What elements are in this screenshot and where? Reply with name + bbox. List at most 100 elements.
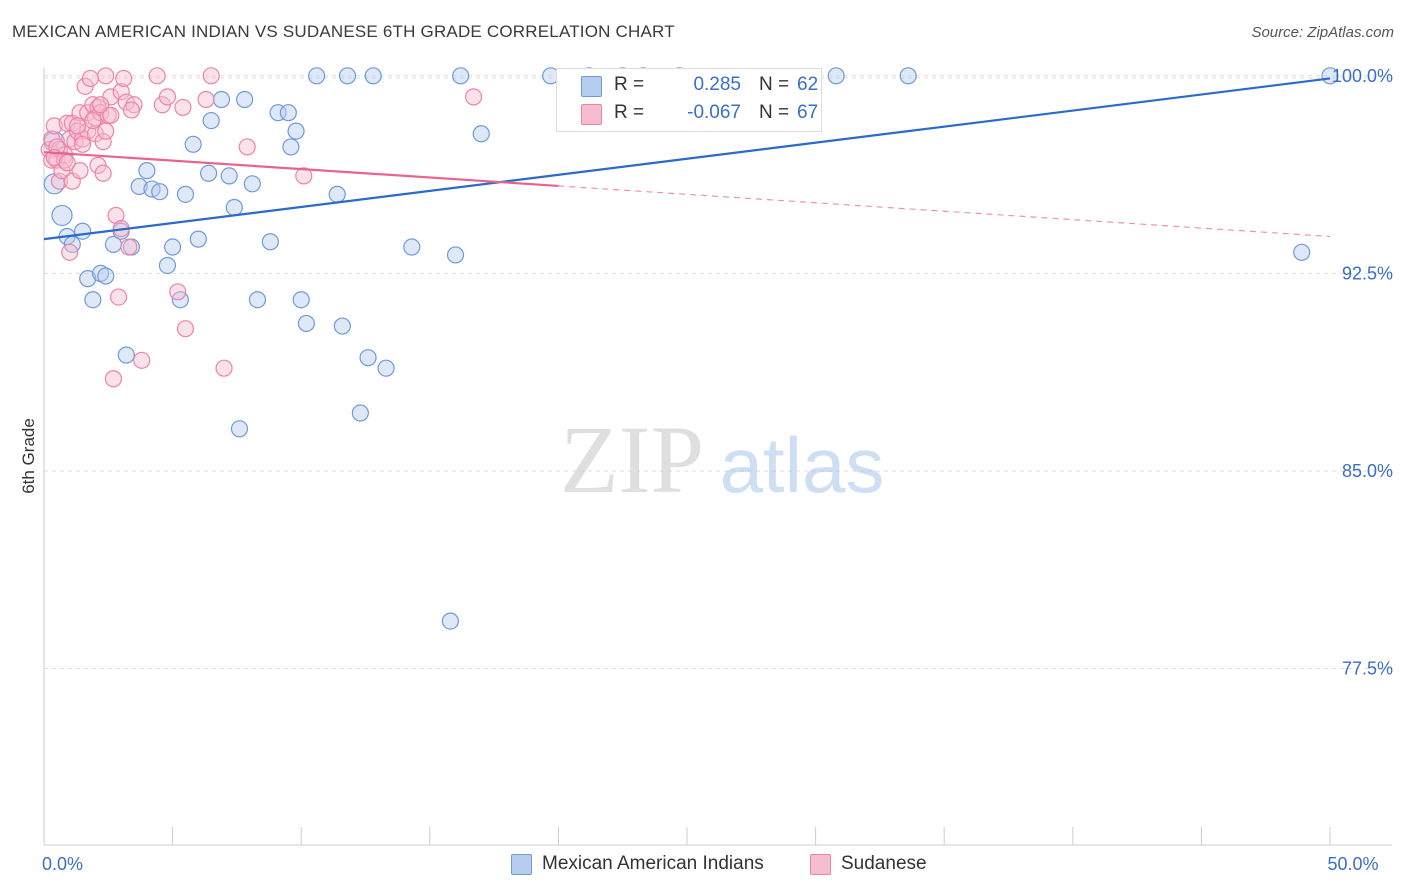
scatter-point xyxy=(176,185,195,203)
scatter-point xyxy=(282,138,300,156)
scatter-point xyxy=(94,164,112,182)
scatter-point xyxy=(73,222,92,240)
scatter-point xyxy=(333,317,351,335)
y-tick-label: 100.0% xyxy=(1332,66,1393,86)
scatter-point xyxy=(158,88,177,106)
scatter-point xyxy=(827,67,845,85)
x-tick-label: 0.0% xyxy=(42,854,83,874)
scatter-point xyxy=(472,125,490,143)
legend-swatch-pink xyxy=(581,104,602,125)
scatter-point xyxy=(279,104,297,122)
scatter-point xyxy=(115,69,133,88)
scatter-point xyxy=(120,238,138,256)
scatter-point xyxy=(351,404,369,422)
scatter-point xyxy=(225,198,243,217)
scatter-point xyxy=(377,359,395,377)
legend-n-label: N = xyxy=(759,102,790,123)
labels-layer: 100.0% 92.5% 85.0% 77.5% 0.0% 50.0% xyxy=(42,66,1393,874)
series-swatch-pink xyxy=(810,854,831,875)
legend-n-label: N = xyxy=(759,74,790,95)
scatter-point xyxy=(338,67,357,85)
scatter-point xyxy=(295,167,313,185)
trend-line-sudanese-extension xyxy=(558,185,1331,238)
scatter-point xyxy=(55,151,74,169)
points-layer xyxy=(40,67,1339,630)
series-label: Sudanese xyxy=(841,853,927,874)
axes-layer xyxy=(43,68,1392,846)
scatter-point xyxy=(292,291,310,309)
legend-swatch-blue xyxy=(581,76,602,97)
scatter-point xyxy=(109,288,128,306)
y-tick-label: 77.5% xyxy=(1342,659,1393,679)
scatter-point xyxy=(308,67,326,85)
scatter-point xyxy=(81,69,99,88)
watermark-zip: ZIP xyxy=(560,406,704,513)
scatter-point xyxy=(200,164,218,182)
scatter-point xyxy=(94,133,112,151)
scatter-point xyxy=(84,291,102,309)
scatter-point xyxy=(73,135,92,153)
scatter-point xyxy=(446,246,465,264)
scatter-point xyxy=(117,346,135,364)
scatter-point xyxy=(202,111,220,130)
scatter-point xyxy=(452,67,470,85)
scatter-point xyxy=(91,96,110,114)
scatter-point xyxy=(158,256,177,275)
scatter-point xyxy=(122,101,141,119)
scatter-point xyxy=(243,175,261,193)
series-legend-sudanese: Sudanese xyxy=(810,852,950,876)
scatter-point xyxy=(45,117,63,135)
scatter-point xyxy=(84,111,102,130)
scatter-point xyxy=(97,267,115,285)
x-tick-label: 50.0% xyxy=(1327,854,1378,874)
y-axis-label: 6th Grade xyxy=(19,418,38,494)
scatter-point xyxy=(107,206,125,225)
scatter-point xyxy=(169,283,187,301)
series-legend-mexican-american-indians: Mexican American Indians xyxy=(511,852,781,876)
scatter-point xyxy=(197,90,215,109)
scatter-point xyxy=(71,162,89,180)
scatter-point xyxy=(102,106,120,124)
source-label: Source: ZipAtlas.com xyxy=(1251,24,1394,41)
scatter-point xyxy=(215,359,233,377)
scatter-point xyxy=(50,172,69,190)
scatter-point xyxy=(364,67,382,85)
scatter-point xyxy=(359,349,377,367)
scatter-point xyxy=(48,138,66,156)
scatter-point xyxy=(97,67,115,85)
scatter-point xyxy=(112,83,130,101)
chart-title: MEXICAN AMERICAN INDIAN VS SUDANESE 6TH … xyxy=(12,22,675,41)
y-tick-label: 92.5% xyxy=(1342,263,1393,283)
scatter-point xyxy=(248,291,267,309)
scatter-point xyxy=(1293,243,1311,261)
scatter-point xyxy=(79,270,97,288)
scatter-point xyxy=(238,138,256,156)
scatter-point xyxy=(189,230,207,248)
scatter-point xyxy=(236,90,254,109)
legend-n-value: 67 xyxy=(797,102,819,123)
scatter-point xyxy=(164,238,182,256)
scatter-point xyxy=(97,122,115,140)
trend-layer xyxy=(43,77,1331,241)
legend-r-label: R = xyxy=(614,74,645,95)
scatter-point xyxy=(61,243,79,261)
scatter-point xyxy=(130,177,148,196)
legend-n-value: 62 xyxy=(797,74,819,95)
scatter-point xyxy=(297,314,315,333)
y-tick-label: 85.0% xyxy=(1342,461,1393,481)
scatter-point xyxy=(441,612,459,630)
scatter-point xyxy=(202,67,220,85)
scatter-point xyxy=(230,420,249,438)
trend-line-mexican-american-indians xyxy=(43,77,1331,241)
scatter-point xyxy=(138,162,156,180)
scatter-point xyxy=(899,67,917,85)
scatter-point xyxy=(287,122,305,140)
watermark: ZIP atlas xyxy=(560,406,884,513)
scatter-point xyxy=(176,320,195,338)
scatter-point xyxy=(148,67,166,85)
scatter-point xyxy=(104,370,123,388)
scatter-point xyxy=(212,90,231,109)
series-points-blue xyxy=(43,67,1339,630)
scatter-point xyxy=(68,117,87,135)
scatter-point xyxy=(403,238,421,256)
